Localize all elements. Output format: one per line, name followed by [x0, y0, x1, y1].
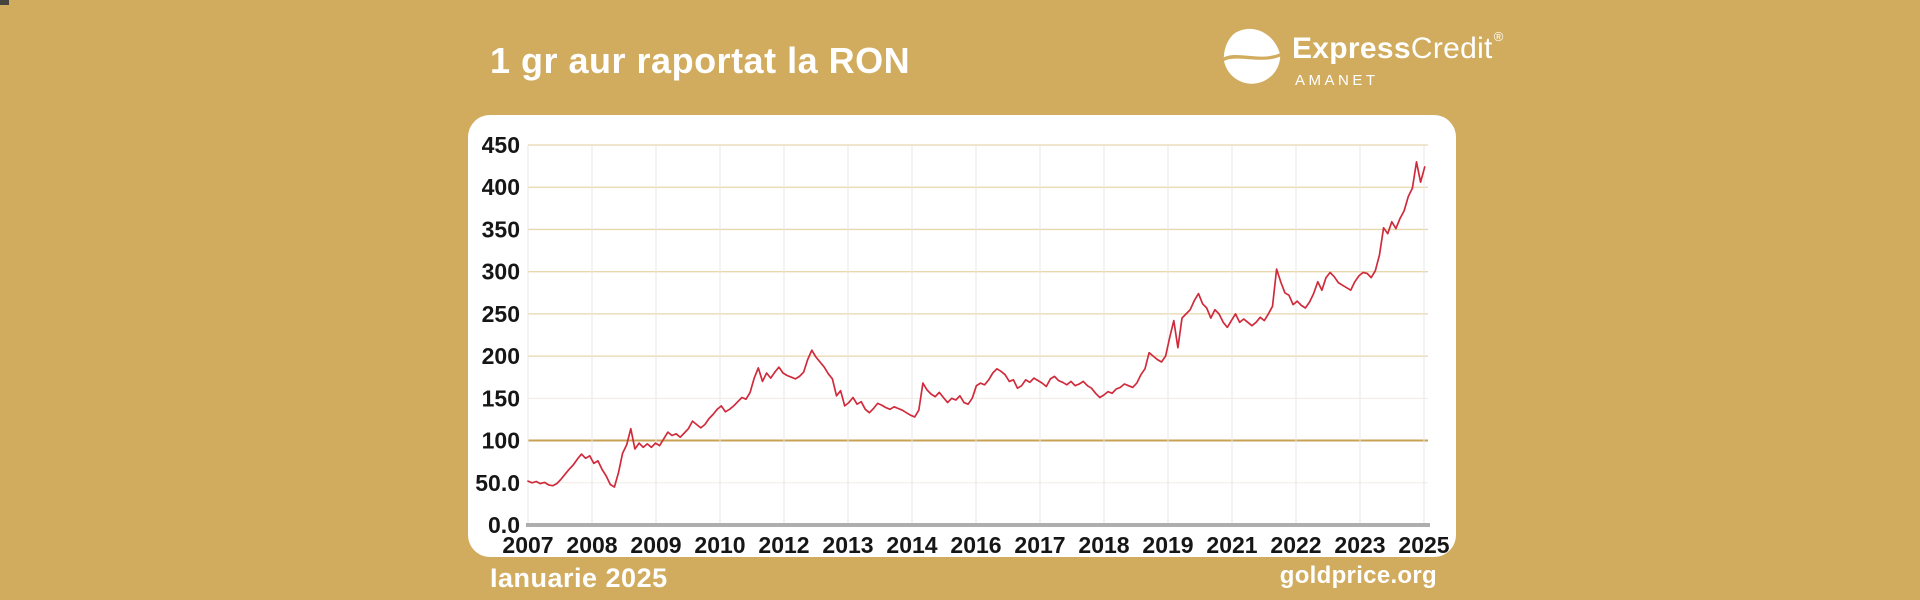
registered-mark: ®: [1493, 29, 1504, 44]
x-axis-tick-label: 2010: [694, 532, 745, 557]
y-axis-tick-label: 400: [482, 174, 520, 200]
y-axis-tick-label: 450: [482, 132, 520, 158]
y-axis-tick-label: 350: [482, 216, 520, 242]
x-axis-tick-label: 2025: [1398, 532, 1449, 557]
brand-name: ExpressCredit®: [1292, 30, 1503, 65]
chart-card: 0.0 50.0 100 150 200 250 300 350 400 450 2007 2008 2…: [468, 115, 1456, 557]
corner-artifact: [0, 0, 9, 5]
leaf-icon: [1223, 28, 1281, 84]
price-line-chart: 0.0 50.0 100 150 200 250 300 350 400 450 2007 2008 2…: [475, 132, 1450, 557]
footer-source: goldprice.org: [1279, 562, 1437, 589]
x-axis-tick-label: 2017: [1014, 532, 1065, 557]
x-axis-tick-label: 2009: [630, 532, 681, 557]
x-axis-tick-label: 2018: [1078, 532, 1129, 557]
price-line: [527, 161, 1426, 488]
x-axis-tick-label: 2014: [886, 532, 937, 557]
y-axis-tick-label: 150: [482, 385, 520, 411]
x-axis-tick-label: 2021: [1206, 532, 1257, 557]
y-axis-tick-label: 200: [482, 343, 520, 369]
footer-date: Ianuarie 2025: [490, 563, 668, 593]
y-axis-tick-label: 0.0: [488, 512, 520, 538]
page-title: 1 gr aur raportat la RON: [490, 40, 911, 81]
x-axis-tick-label: 2013: [822, 532, 873, 557]
x-axis-tick-label: 2007: [502, 532, 553, 557]
x-axis-tick-label: 2023: [1334, 532, 1385, 557]
y-axis-tick-label: 100: [482, 428, 520, 454]
brand-name-bold: Express: [1292, 32, 1411, 65]
brand-logo: ExpressCredit® AMANET: [1221, 26, 1503, 96]
x-axis-tick-label: 2019: [1142, 532, 1193, 557]
y-axis-tick-label: 250: [482, 301, 520, 327]
brand-name-regular: Credit: [1410, 32, 1493, 65]
x-axis-tick-label: 2022: [1270, 532, 1321, 557]
x-axis-tick-label: 2016: [950, 532, 1001, 557]
y-axis-tick-label: 50.0: [475, 470, 520, 496]
x-axis-tick-label: 2008: [566, 532, 617, 557]
x-axis-tick-label: 2012: [758, 532, 809, 557]
y-axis-tick-label: 300: [482, 259, 520, 285]
brand-subtitle: AMANET: [1295, 72, 1379, 89]
